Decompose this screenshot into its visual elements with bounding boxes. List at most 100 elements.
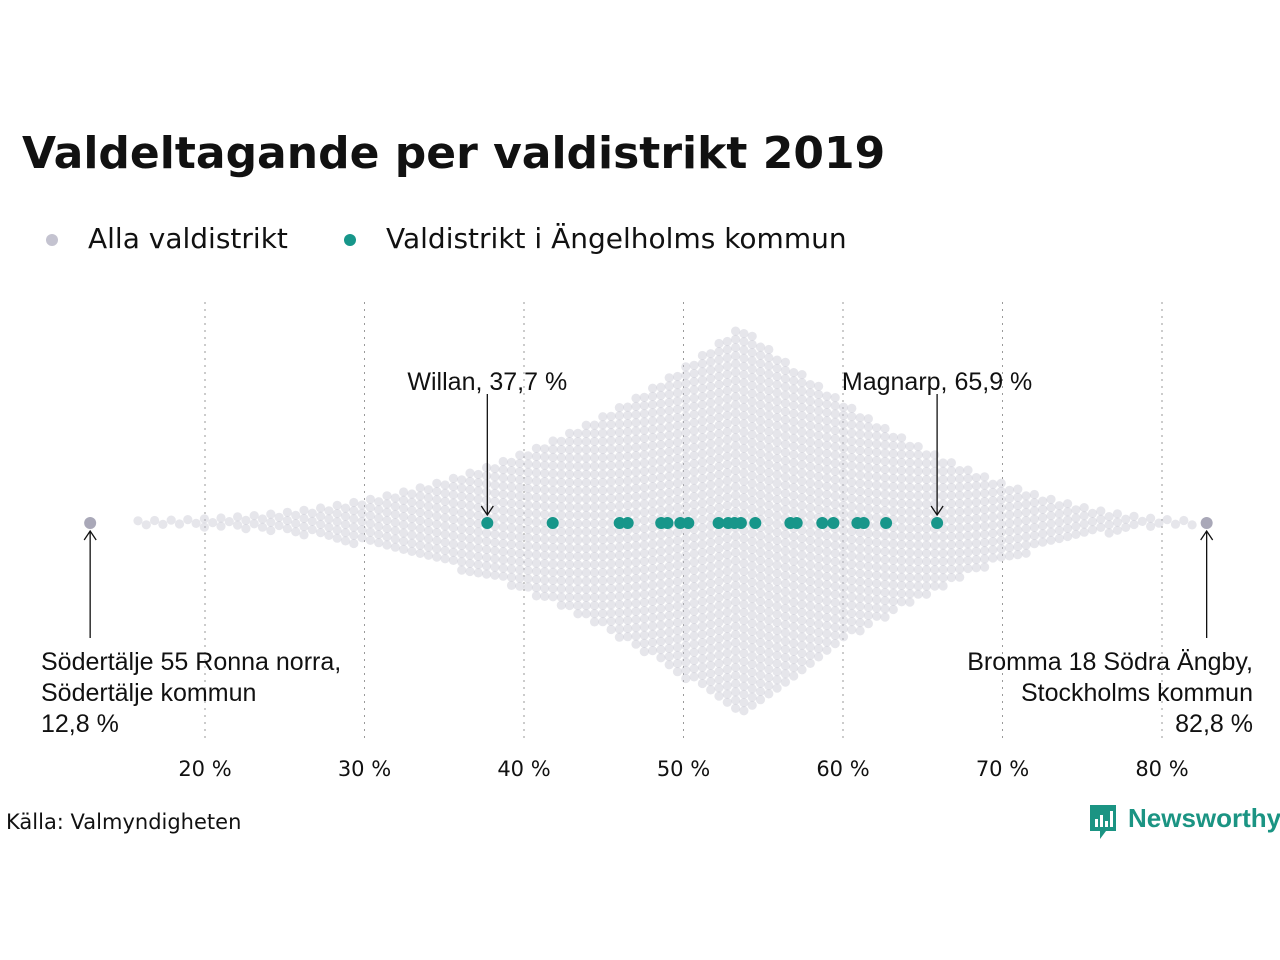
swarm-point <box>797 534 807 544</box>
swarm-point <box>747 438 757 448</box>
swarm-point <box>681 649 691 659</box>
swarm-point <box>814 603 824 613</box>
swarm-point <box>921 556 932 567</box>
swarm-point <box>888 580 898 590</box>
swarm-point <box>789 450 799 460</box>
swarm-point <box>772 576 782 587</box>
swarm-point <box>714 584 724 595</box>
swarm-point <box>888 604 898 615</box>
swarm-point <box>755 621 766 631</box>
swarm-point <box>656 612 666 622</box>
swarm-point <box>722 697 732 707</box>
swarm-point <box>755 358 766 369</box>
swarm-point <box>822 465 832 475</box>
swarm-point <box>755 408 766 418</box>
swarm-point <box>971 538 981 548</box>
swarm-point <box>399 512 409 522</box>
swarm-point <box>166 515 176 525</box>
swarm-point <box>697 359 708 369</box>
swarm-point <box>822 571 832 582</box>
swarm-point <box>780 595 791 605</box>
swarm-point <box>847 436 857 446</box>
swarm-point <box>838 435 849 445</box>
swarm-point <box>672 642 683 652</box>
swarm-point <box>797 607 807 617</box>
swarm-point <box>739 583 749 593</box>
swarm-point <box>631 393 641 403</box>
swarm-point <box>382 532 392 542</box>
swarm-point <box>797 558 807 568</box>
swarm-point <box>772 396 782 406</box>
swarm-point <box>257 522 268 532</box>
swarm-point <box>681 452 691 462</box>
swarm-point <box>523 533 533 543</box>
swarm-point <box>681 436 691 446</box>
swarm-point <box>764 607 774 617</box>
swarm-point <box>531 476 542 486</box>
swarm-point <box>573 453 583 463</box>
swarm-point <box>581 486 591 496</box>
newsworthy-logo-icon <box>1090 805 1116 839</box>
swarm-point <box>423 517 434 528</box>
swarm-point <box>814 430 824 441</box>
swarm-point <box>764 377 774 387</box>
swarm-point <box>423 542 434 552</box>
swarm-point <box>897 523 907 533</box>
swarm-point <box>523 459 533 469</box>
swarm-point <box>971 481 981 491</box>
swarm-point <box>739 345 749 355</box>
swarm-point <box>307 516 317 526</box>
swarm-point <box>755 588 766 598</box>
swarm-point <box>689 385 699 395</box>
swarm-point <box>863 610 874 621</box>
swarm-point <box>747 380 757 391</box>
swarm-point <box>863 471 874 481</box>
swarm-point <box>797 443 807 453</box>
swarm-point <box>681 624 691 634</box>
swarm-point <box>399 495 409 505</box>
swarm-point <box>797 370 807 380</box>
swarm-point <box>598 502 608 512</box>
swarm-point <box>540 550 550 560</box>
swarm-point <box>764 484 774 494</box>
swarm-point <box>838 542 849 552</box>
swarm-point <box>556 592 566 602</box>
swarm-point <box>714 617 724 627</box>
swarm-point <box>780 456 791 466</box>
swarm-point <box>664 381 674 391</box>
swarm-point <box>672 593 683 603</box>
angelholm-point <box>880 517 893 529</box>
swarm-point <box>639 524 649 534</box>
swarm-point <box>523 492 533 502</box>
swarm-point <box>863 537 874 547</box>
swarm-point <box>1129 519 1139 530</box>
swarm-point <box>606 600 616 610</box>
swarm-point <box>731 695 741 705</box>
swarm-point <box>531 517 542 527</box>
swarm-point <box>731 441 741 451</box>
swarm-point <box>482 479 492 489</box>
swarm-point <box>747 339 757 350</box>
swarm-point <box>855 503 865 513</box>
swarm-point <box>714 527 724 537</box>
swarm-point <box>589 609 600 619</box>
swarm-point <box>672 478 683 488</box>
swarm-point <box>747 430 757 440</box>
swarm-point <box>672 568 683 578</box>
swarm-point <box>648 539 658 549</box>
swarm-point <box>1104 520 1114 530</box>
swarm-point <box>606 501 616 512</box>
swarm-point <box>581 420 591 430</box>
swarm-point <box>731 490 741 500</box>
swarm-point <box>1071 505 1081 515</box>
swarm-point <box>490 480 500 490</box>
swarm-point <box>847 502 857 512</box>
swarm-point <box>755 654 766 664</box>
swarm-point <box>697 523 708 533</box>
swarm-point <box>847 592 857 602</box>
swarm-point <box>731 703 741 713</box>
swarm-point <box>830 401 840 411</box>
swarm-point <box>565 584 575 594</box>
swarm-point <box>971 563 981 573</box>
swarm-point <box>382 491 392 501</box>
